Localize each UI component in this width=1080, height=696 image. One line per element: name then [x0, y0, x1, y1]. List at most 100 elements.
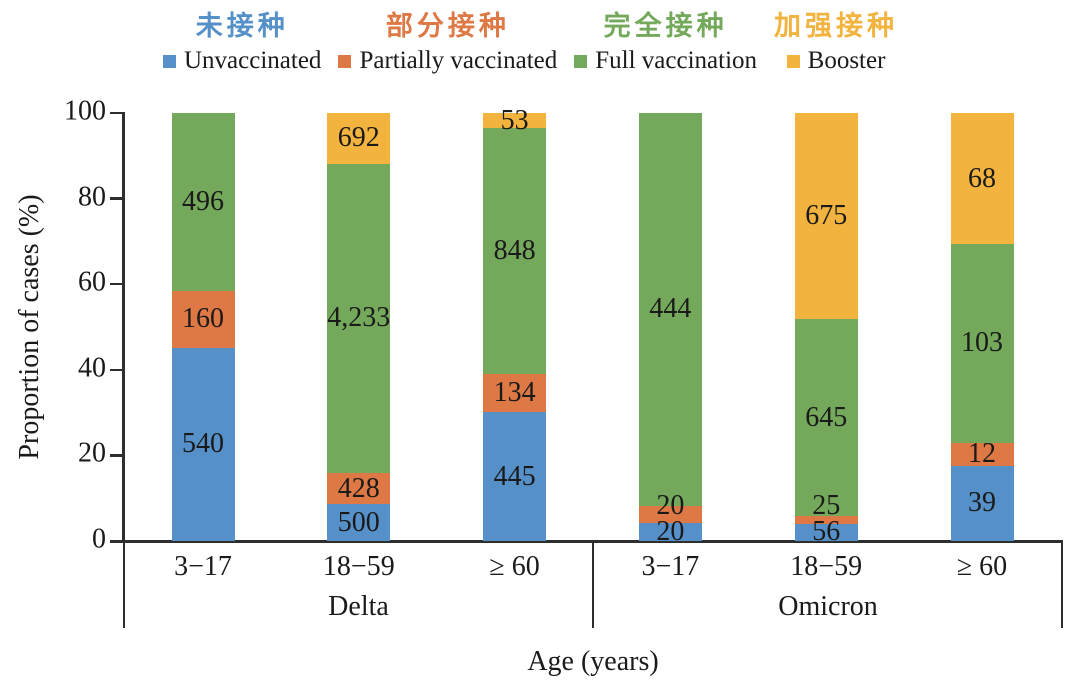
- booster-color-swatch-icon: [786, 54, 800, 68]
- y-axis-title: Proportion of cases (%): [14, 194, 45, 460]
- booster-value-label: 692: [337, 122, 380, 154]
- unvaccinated-segment: [171, 347, 235, 541]
- partially-vaccinated-value-label: 25: [812, 490, 841, 522]
- legend-en-label: Partially vaccinated: [359, 47, 558, 74]
- legend-item-partially-vaccinated: 部分接种 Partially vaccinated: [338, 10, 557, 75]
- unvaccinated-segment: [794, 523, 858, 541]
- legend-zh-label-partially-vaccinated: 部分接种: [385, 11, 510, 42]
- partially-vaccinated-segment: [483, 373, 547, 413]
- legend-en-row: Full vaccination: [574, 47, 757, 75]
- unvaccinated-segment: [327, 504, 391, 541]
- variant-group-label-delta: Delta: [328, 591, 389, 622]
- booster-value-label: 68: [968, 162, 996, 194]
- age-category-label: ≥ 60: [956, 551, 1008, 582]
- y-tick-mark: [110, 282, 122, 286]
- unvaccinated-value-label: 56: [812, 516, 841, 548]
- full-vaccination-segment: [171, 113, 235, 291]
- full-vaccination-segment: [327, 163, 391, 474]
- age-category-label: 3−17: [174, 551, 232, 582]
- y-tick-mark: [110, 454, 122, 457]
- age-category-label: 3−17: [641, 551, 700, 582]
- unvaccinated-segment: [950, 465, 1014, 541]
- category-separator-line: [122, 541, 125, 628]
- legend-en-row: Partially vaccinated: [338, 47, 557, 75]
- partially-vaccinated-value-label: 12: [968, 438, 996, 470]
- y-tick-label: 60: [78, 266, 106, 298]
- legend-en-label: Booster: [807, 47, 886, 74]
- partially-vaccinated-value-label: 428: [337, 472, 380, 504]
- legend: 未接种 Unvaccinated 部分接种 Partially vaccinated 完…: [163, 10, 898, 75]
- full-vaccination-value-label: 496: [182, 185, 224, 217]
- booster-value-label: 53: [500, 104, 529, 136]
- legend-item-booster: 加强接种 Booster: [774, 10, 898, 75]
- legend-zh-label-full-vaccination: 完全接种: [603, 11, 728, 42]
- bar-delta-0: 540 160 496: [171, 113, 235, 541]
- partially-vaccinated-value-label: 134: [493, 376, 536, 408]
- full-vaccination-value-label: 4,233: [327, 302, 391, 334]
- variant-group-label-omicron: Omicron: [778, 591, 878, 622]
- y-tick-mark: [110, 197, 122, 200]
- y-tick-label: 20: [78, 438, 106, 470]
- full-vaccination-segment: [794, 319, 858, 517]
- booster-segment: [327, 113, 391, 164]
- x-axis-title: Age (years): [527, 646, 659, 677]
- legend-zh-label-booster: 加强接种: [774, 11, 899, 42]
- bar-delta-1: 500 428 4,233 692: [327, 113, 391, 541]
- legend-en-label: Unvaccinated: [184, 47, 322, 74]
- bar-delta-2: 445 134 848 53: [483, 105, 547, 541]
- partially-vaccinated-segment: [794, 516, 858, 524]
- legend-en-row: Booster: [786, 47, 886, 75]
- unvaccinated-value-label: 39: [968, 487, 996, 519]
- y-tick-mark: [110, 539, 122, 543]
- age-category-label: ≥ 60: [489, 551, 540, 582]
- y-tick-label: 40: [78, 352, 106, 384]
- y-tick-label: 0: [92, 523, 106, 555]
- partially-vaccinated-segment: [327, 473, 391, 505]
- age-category-label: 18−59: [790, 551, 863, 582]
- unvaccinated-value-label: 500: [337, 506, 380, 538]
- y-axis-line: [121, 112, 125, 542]
- unvaccinated-color-swatch-icon: [163, 54, 176, 68]
- full-vaccination-value-label: 848: [493, 234, 536, 266]
- full-vaccination-value-label: 444: [649, 293, 692, 325]
- legend-item-full-vaccination: 完全接种 Full vaccination: [574, 10, 757, 75]
- bar-omicron-5: 39 12 103 68: [950, 113, 1014, 541]
- unvaccinated-value-label: 540: [182, 428, 224, 460]
- partially-vaccinated-segment: [171, 290, 235, 348]
- full-vaccination-color-swatch-icon: [574, 54, 588, 68]
- legend-en-row: Unvaccinated: [163, 47, 321, 75]
- booster-segment: [483, 113, 547, 129]
- unvaccinated-segment: [638, 523, 702, 541]
- category-separator-line: [1060, 541, 1063, 628]
- bar-omicron-4: 56 25 645 675: [794, 113, 858, 547]
- booster-segment: [794, 113, 858, 320]
- y-tick-label: 80: [78, 181, 106, 213]
- booster-segment: [950, 113, 1014, 245]
- unvaccinated-value-label: 445: [493, 460, 536, 492]
- legend-en-label: Full vaccination: [595, 47, 758, 74]
- y-tick-label: 100: [64, 95, 106, 127]
- partially-vaccinated-value-label: 20: [656, 490, 685, 522]
- legend-zh-label-unvaccinated: 未接种: [195, 11, 289, 42]
- full-vaccination-segment: [483, 128, 547, 374]
- y-tick-mark: [110, 111, 122, 115]
- partially-vaccinated-segment: [638, 505, 702, 524]
- booster-value-label: 675: [805, 200, 848, 232]
- age-category-label: 18−59: [322, 551, 395, 582]
- partially-vaccinated-color-swatch-icon: [338, 54, 352, 68]
- unvaccinated-value-label: 20: [656, 516, 685, 548]
- legend-item-unvaccinated: 未接种 Unvaccinated: [163, 10, 321, 75]
- partially-vaccinated-segment: [950, 442, 1014, 466]
- bar-omicron-3: 20 20 444: [638, 113, 702, 547]
- unvaccinated-segment: [483, 412, 547, 541]
- full-vaccination-value-label: 103: [961, 327, 1003, 359]
- full-vaccination-value-label: 645: [805, 401, 848, 433]
- full-vaccination-segment: [950, 244, 1014, 443]
- category-separator-line: [591, 541, 595, 628]
- y-tick-mark: [110, 368, 122, 372]
- full-vaccination-segment: [638, 113, 702, 506]
- x-axis-line: [110, 539, 1063, 543]
- partially-vaccinated-value-label: 160: [182, 303, 224, 335]
